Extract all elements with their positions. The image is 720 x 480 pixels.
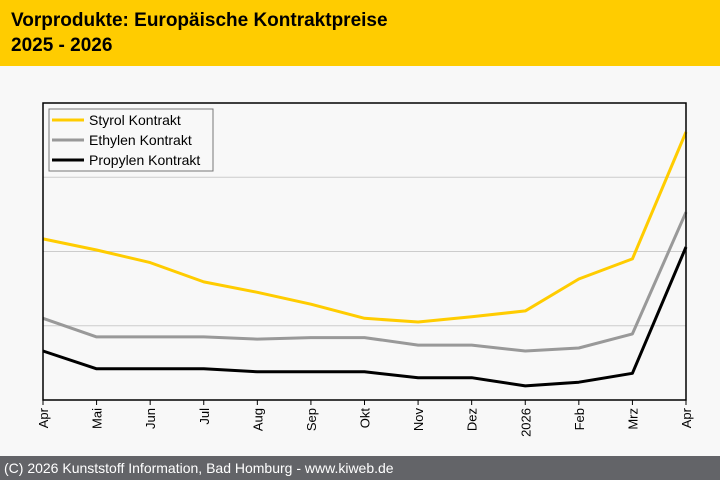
- x-tick-label: Jun: [143, 408, 158, 429]
- x-tick-label: Nov: [411, 408, 426, 432]
- chart-header: Vorprodukte: Europäische Kontraktpreise …: [0, 0, 720, 66]
- chart-subtitle: 2025 - 2026: [11, 35, 113, 56]
- x-tick-label: Aug: [250, 408, 265, 431]
- chart-title: Vorprodukte: Europäische Kontraktpreise: [11, 10, 388, 31]
- legend: Styrol Kontrakt Ethylen Kontrakt Propylen …: [48, 108, 214, 172]
- gridlines: [43, 176, 686, 327]
- x-tick-label: Mrz: [625, 408, 640, 430]
- series-lines: [42, 131, 688, 388]
- x-tick-label: Apr: [679, 407, 694, 428]
- copyright-text: (C) 2026 Kunststoff Information, Bad Hom…: [4, 460, 394, 476]
- x-tick-label: Apr: [36, 407, 51, 428]
- x-tick-label: Jul: [197, 408, 212, 425]
- x-axis: Apr Mai Jun Jul Aug Sep Okt Nov Dez 2026 Feb Mrz Apr: [36, 400, 694, 437]
- footer: (C) 2026 Kunststoff Information, Bad Hom…: [0, 456, 720, 480]
- series-line-styrol-kontrakt: [42, 131, 688, 324]
- x-tick-label: Sep: [304, 408, 319, 431]
- x-tick-label: Feb: [572, 408, 587, 430]
- legend-label: Styrol Kontrakt: [89, 112, 181, 128]
- series-line-propylen-kontrakt: [42, 246, 688, 388]
- x-tick-label: Dez: [465, 408, 480, 431]
- series-line-ethylen-kontrakt: [42, 211, 688, 353]
- x-tick-label: 2026: [518, 408, 533, 437]
- x-tick-label: Mai: [90, 408, 105, 429]
- legend-label: Propylen Kontrakt: [89, 152, 200, 168]
- legend-label: Ethylen Kontrakt: [89, 132, 192, 148]
- x-tick-label: Okt: [358, 408, 373, 429]
